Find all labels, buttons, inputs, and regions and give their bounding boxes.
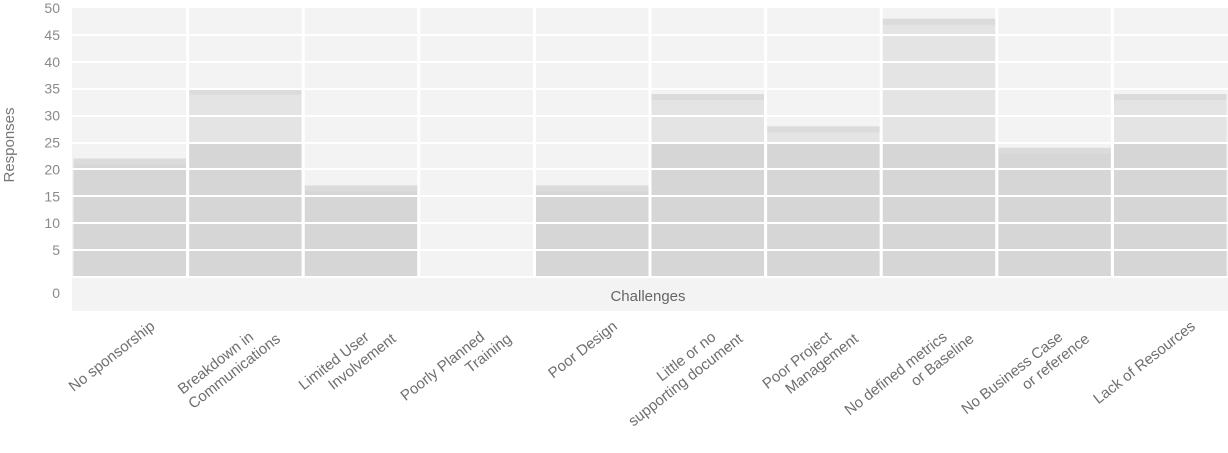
baseline bbox=[72, 276, 1228, 278]
bar-cap-9 bbox=[998, 147, 1111, 154]
x-axis-title: Challenges bbox=[610, 288, 685, 305]
y-tick-label: 0 bbox=[52, 285, 60, 301]
bar-upper-8 bbox=[882, 18, 996, 143]
y-tick-label: 25 bbox=[44, 135, 60, 151]
x-label-4: Poorly PlannedTraining bbox=[397, 316, 514, 419]
y-tick-label: 15 bbox=[44, 188, 60, 204]
bar-upper-10 bbox=[1113, 94, 1227, 143]
bar-7 bbox=[767, 142, 880, 277]
x-label-3: Limited UserInvolvement bbox=[296, 316, 400, 408]
x-label-line: Poor Design bbox=[545, 318, 621, 382]
y-tick-label: 35 bbox=[44, 81, 60, 97]
v-gridline bbox=[879, 8, 883, 277]
x-tick-labels: No sponsorship Breakdown inCommunications… bbox=[66, 316, 1199, 433]
x-label-1: No sponsorship bbox=[66, 318, 159, 396]
bar-10 bbox=[1113, 142, 1227, 277]
bar-cap-10 bbox=[1113, 94, 1227, 101]
bar-cap-7 bbox=[767, 126, 880, 133]
bars-group bbox=[73, 18, 1227, 277]
bar-3 bbox=[304, 185, 418, 277]
bar-cap-6 bbox=[651, 94, 765, 101]
v-gridline bbox=[764, 8, 768, 277]
x-label-10: Lack of Resources bbox=[1090, 318, 1198, 408]
y-tick-label: 10 bbox=[44, 215, 60, 231]
bar-cap-2 bbox=[189, 88, 302, 95]
v-gridline bbox=[1110, 8, 1114, 277]
bar-1 bbox=[73, 158, 187, 277]
bar-8 bbox=[882, 142, 996, 277]
y-tick-label: 30 bbox=[44, 108, 60, 124]
y-tick-label: 40 bbox=[44, 54, 60, 70]
x-label-2: Breakdown inCommunications bbox=[174, 316, 284, 412]
x-label-8: No defined metricsor Baseline bbox=[841, 316, 977, 433]
bar-9 bbox=[998, 147, 1111, 277]
y-axis-title: Responses bbox=[1, 107, 18, 182]
bar-5 bbox=[535, 185, 649, 277]
v-gridline bbox=[186, 8, 190, 277]
bar-cap-1 bbox=[73, 158, 187, 165]
bar-upper-6 bbox=[651, 94, 765, 143]
x-label-line: supporting document bbox=[625, 330, 747, 430]
y-tick-label: 45 bbox=[44, 27, 60, 43]
x-label-line: No sponsorship bbox=[66, 318, 159, 396]
y-tick-label: 50 bbox=[44, 0, 60, 16]
y-tick-label: 20 bbox=[44, 161, 60, 177]
bar-cap-8 bbox=[882, 18, 996, 25]
y-tick-label: 5 bbox=[52, 242, 60, 258]
v-gridline bbox=[532, 8, 536, 277]
bar-2 bbox=[189, 142, 302, 277]
v-gridline bbox=[648, 8, 652, 277]
v-gridline bbox=[301, 8, 305, 277]
bar-cap-3 bbox=[304, 185, 418, 192]
x-label-9: No Business Caseor reference bbox=[958, 316, 1093, 432]
v-gridline bbox=[417, 8, 421, 277]
v-gridline bbox=[995, 8, 999, 277]
bar-cap-5 bbox=[535, 185, 649, 192]
x-label-7: Poor ProjectManagement bbox=[759, 316, 862, 407]
y-tick-labels: 0 5 10 15 20 25 30 35 40 45 50 bbox=[44, 0, 60, 301]
x-label-6: Little or nosupporting document bbox=[614, 316, 747, 430]
gridlines bbox=[72, 8, 1228, 278]
bar-6 bbox=[651, 142, 765, 277]
x-label-line: Lack of Resources bbox=[1090, 318, 1198, 408]
x-label-5: Poor Design bbox=[545, 318, 621, 382]
